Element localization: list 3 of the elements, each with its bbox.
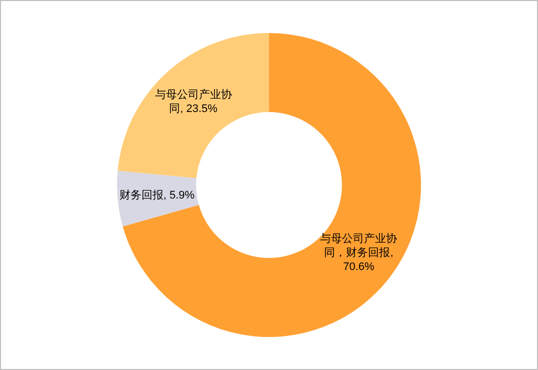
slice-label: 与母公司产业协同, 23.5% <box>154 88 232 115</box>
slice-label: 与母公司产业协同，财务回报, 70.6% <box>320 232 398 273</box>
slice-label: 财务回报, 5.9% <box>119 188 195 202</box>
